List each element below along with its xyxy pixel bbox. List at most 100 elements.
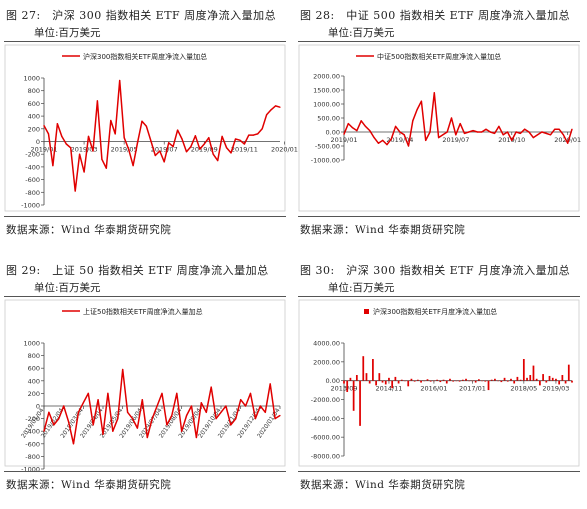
- data-point: [131, 418, 134, 420]
- bar: [519, 379, 522, 381]
- data-point: [511, 139, 513, 141]
- data-point: [87, 135, 90, 138]
- data-point: [476, 131, 478, 133]
- data-point: [249, 392, 252, 394]
- data-point: [356, 130, 358, 132]
- data-point: [395, 125, 397, 127]
- bar: [532, 365, 535, 381]
- data-point: [79, 153, 81, 155]
- y-tick-label: 500.00: [317, 115, 340, 123]
- data-point: [244, 405, 247, 407]
- chart-csi500-weekly: 中证500指数相关ETF周度净流入量加总 2000.00 1500.00 1000.0…: [298, 44, 581, 212]
- bar: [426, 379, 429, 381]
- data-point: [83, 171, 85, 173]
- data-point: [412, 120, 414, 122]
- bar: [452, 380, 455, 382]
- bar: [458, 380, 461, 382]
- y-tick-label: 1500.00: [313, 87, 340, 95]
- bar: [445, 380, 448, 384]
- data-point: [270, 109, 272, 111]
- chart-frame: [298, 299, 580, 467]
- divider: [298, 41, 580, 42]
- y-tick-label: 0.00: [326, 377, 340, 385]
- data-point: [239, 139, 241, 141]
- y-tick-label: -2000.00: [311, 396, 340, 404]
- legend-label: 上证50指数相关ETF周度净流入量加总: [83, 307, 203, 316]
- bar: [420, 380, 422, 383]
- data-point: [403, 134, 405, 136]
- data-point: [230, 424, 232, 426]
- data-point: [489, 131, 491, 133]
- data-point: [515, 131, 517, 133]
- bar: [410, 378, 413, 381]
- data-point: [549, 134, 552, 136]
- x-tick-label: 2019/03: [71, 146, 98, 154]
- data-point: [96, 100, 99, 102]
- data-point: [442, 134, 444, 136]
- data-point: [493, 132, 496, 134]
- x-tick-label: 2019/01: [30, 146, 57, 154]
- bar: [349, 377, 352, 381]
- data-point: [128, 148, 130, 150]
- bar: [510, 378, 512, 381]
- data-point: [498, 125, 500, 127]
- bar: [433, 380, 435, 382]
- data-point: [459, 123, 461, 125]
- bar: [555, 378, 557, 381]
- bar: [503, 377, 506, 381]
- bar: [455, 380, 458, 382]
- y-tick-label: -400: [25, 428, 40, 436]
- data-point: [132, 165, 134, 167]
- bar: [388, 377, 390, 381]
- bar: [442, 379, 445, 381]
- data-point: [343, 133, 345, 135]
- y-tick-label: -200: [25, 415, 40, 423]
- data-point: [240, 399, 242, 401]
- data-point: [47, 133, 50, 135]
- data-point: [532, 137, 534, 139]
- bar: [397, 380, 400, 384]
- divider: [4, 41, 286, 42]
- unit-label: 单位:百万美元: [34, 282, 101, 294]
- data-point: [61, 135, 63, 138]
- y-tick-label: -6000.00: [311, 434, 340, 442]
- x-tick-label: 2013/09: [330, 385, 357, 393]
- data-point: [52, 165, 54, 167]
- data-point: [97, 399, 99, 401]
- data-point: [205, 411, 207, 413]
- data-point: [438, 137, 440, 139]
- legend-label: 沪深300指数相关ETF月度净流入量加总: [373, 307, 497, 316]
- y-tick-label: 800: [28, 352, 40, 360]
- bar: [449, 378, 451, 381]
- bar: [471, 380, 474, 382]
- data-point: [136, 142, 139, 144]
- data-point: [429, 131, 431, 133]
- bar: [372, 359, 374, 381]
- data-point: [168, 142, 170, 144]
- chart-hs300-weekly: 沪深300指数相关ETF周度净流入量加总 1000 800 600 400 200 0 -20…: [4, 44, 298, 212]
- bar: [416, 379, 419, 381]
- data-point: [171, 414, 173, 417]
- bar: [567, 364, 570, 381]
- y-tick-label: 4000.00: [313, 340, 340, 348]
- x-tick-label: 2019/11: [231, 146, 258, 154]
- bar: [487, 380, 490, 391]
- data-point: [230, 152, 232, 154]
- x-tick-label: 2019/03: [542, 385, 569, 393]
- data-point: [463, 132, 466, 134]
- y-tick-label: 1000.00: [313, 101, 340, 109]
- data-point: [141, 399, 143, 401]
- data-point: [176, 129, 179, 131]
- data-point: [200, 402, 202, 404]
- bar: [497, 380, 500, 382]
- data-point: [176, 392, 178, 394]
- y-tick-label: 400: [28, 377, 40, 385]
- data-point: [468, 131, 470, 133]
- bar: [465, 378, 467, 381]
- divider: [4, 216, 286, 217]
- legend-label: 中证500指数相关ETF周度净流入量加总: [377, 52, 501, 61]
- data-point: [110, 119, 112, 122]
- unit-label: 单位:百万美元: [328, 27, 395, 39]
- data-point: [234, 138, 237, 140]
- data-point: [352, 127, 354, 129]
